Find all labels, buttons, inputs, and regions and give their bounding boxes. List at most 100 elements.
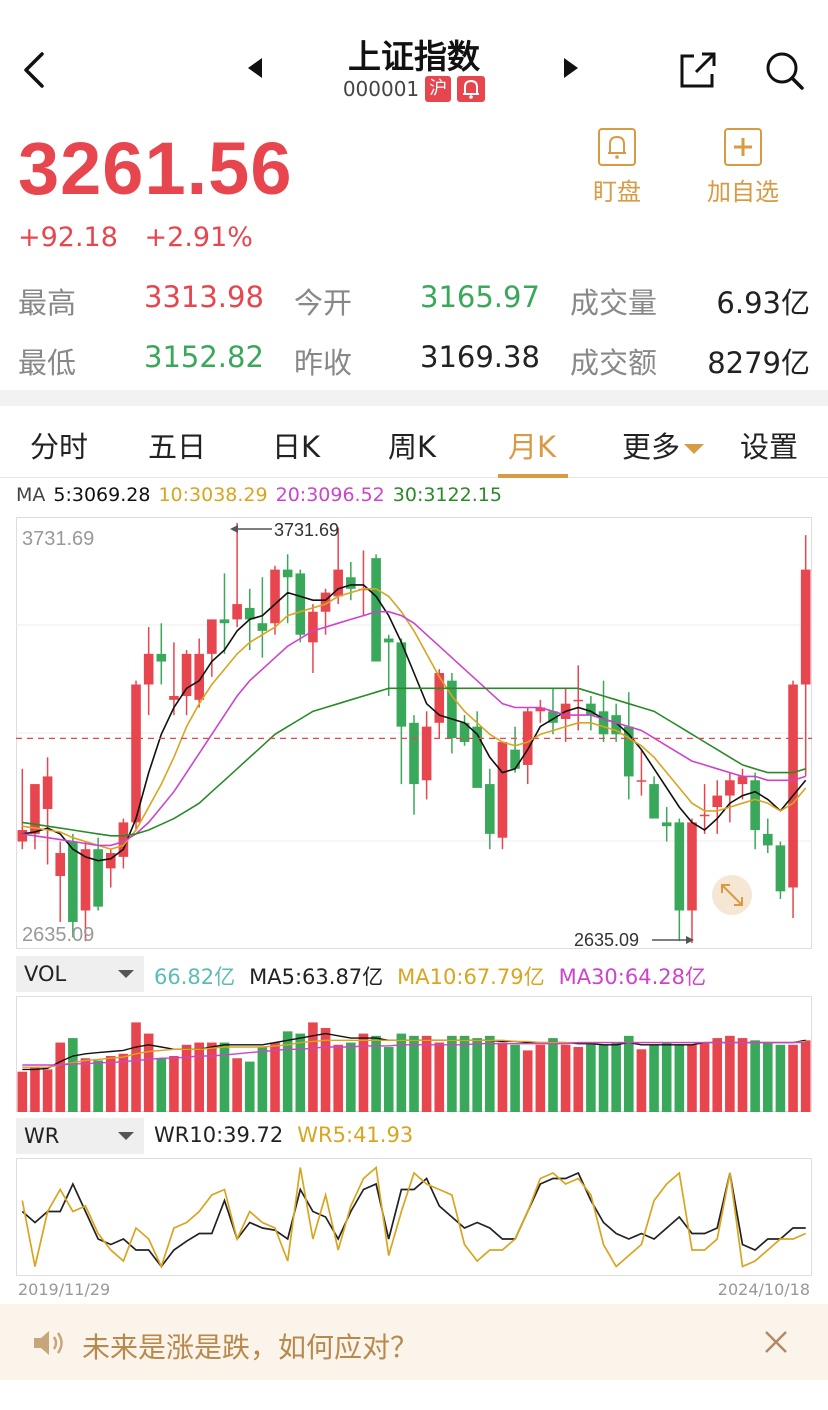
- vol-bar: [232, 1058, 242, 1112]
- vol-bar: [510, 1044, 520, 1112]
- vol-bar: [548, 1038, 558, 1112]
- vol-bar: [396, 1033, 407, 1112]
- ma-title: MA: [16, 484, 46, 506]
- wr-frame: [16, 1158, 812, 1276]
- vol-indicator-bar: VOL 66.82亿 MA5:63.87亿 MA10:67.79亿 MA30:64.2…: [16, 956, 812, 992]
- wr-indicator-select[interactable]: WR: [16, 1118, 144, 1154]
- candle: [270, 565, 280, 635]
- vol-bar: [295, 1033, 306, 1112]
- watch-label: 盯盘: [593, 178, 641, 206]
- candle: [623, 692, 634, 800]
- tab-settings[interactable]: 设置: [740, 430, 799, 464]
- vol-indicator-select[interactable]: VOL: [16, 956, 144, 992]
- search-button[interactable]: [762, 48, 806, 92]
- vol-select-label: VOL: [24, 962, 67, 986]
- bell-icon: [598, 128, 636, 166]
- vol-bar: [207, 1042, 217, 1112]
- candle: [447, 673, 457, 754]
- close-icon[interactable]: [762, 1328, 790, 1356]
- candle: [42, 757, 53, 865]
- ma20-value: 20:3096.52: [275, 484, 385, 506]
- vol-bar: [649, 1044, 659, 1112]
- candle: [699, 784, 710, 834]
- share-button[interactable]: [676, 48, 720, 92]
- chevron-down-icon: [118, 970, 134, 978]
- vol-legend: 66.82亿 MA5:63.87亿 MA10:67.79亿 MA30:64.28亿: [154, 961, 720, 991]
- stats-row-2: 最低 3152.82 昨收 3169.38 成交额 8279亿: [18, 340, 810, 388]
- x-start-date: 2019/11/29: [18, 1280, 111, 1299]
- candle: [522, 707, 533, 785]
- vol-bar: [257, 1047, 268, 1112]
- alert-bell-icon[interactable]: [457, 76, 486, 102]
- watch-button[interactable]: 盯盘: [562, 128, 672, 207]
- ma-lines-group: [22, 584, 807, 862]
- ma5-line: [22, 584, 807, 862]
- candle: [409, 715, 419, 815]
- candle: [118, 818, 129, 869]
- candle: [459, 715, 470, 746]
- volume-label: 成交量: [570, 286, 658, 320]
- low-marker-label: 2635.09: [574, 930, 639, 949]
- stock-code: 000001: [342, 77, 420, 101]
- tab-monthly-k[interactable]: 月K: [508, 430, 557, 464]
- volume-chart[interactable]: [16, 996, 812, 1112]
- candle: [295, 569, 306, 643]
- vol-bar: [68, 1038, 78, 1112]
- vol-bar: [244, 1061, 255, 1112]
- vol-bar: [42, 1069, 53, 1112]
- candle: [636, 749, 647, 796]
- prev-arrow-icon[interactable]: [248, 58, 262, 78]
- wr5-line: [21, 1165, 807, 1269]
- x-end-date: 2024/10/18: [717, 1280, 810, 1299]
- high-marker: 3731.69: [230, 520, 339, 540]
- wr5-value: WR5:41.93: [297, 1123, 414, 1147]
- vol-bar: [17, 1071, 28, 1112]
- candle: [497, 741, 508, 850]
- candle: [194, 638, 205, 708]
- candle: [712, 780, 723, 834]
- tab-five-day[interactable]: 五日: [148, 430, 207, 464]
- volume-value: 6.93亿: [716, 286, 810, 320]
- change-percent: +2.91%: [144, 222, 253, 253]
- vol-bar: [169, 1056, 179, 1112]
- vol-bar: [712, 1038, 723, 1112]
- ma10-line: [22, 588, 807, 851]
- chevron-down-icon: [118, 1132, 134, 1140]
- vol-ma5: MA5:63.87亿: [249, 965, 384, 989]
- back-icon: [24, 52, 44, 88]
- tab-more[interactable]: 更多: [622, 424, 705, 466]
- banner-text[interactable]: 未来是涨是跌，如何应对？: [82, 1331, 419, 1364]
- vol-bar: [282, 1031, 293, 1112]
- candle: [143, 627, 154, 716]
- tab-intraday[interactable]: 分时: [30, 430, 89, 464]
- vol-bar: [270, 1042, 280, 1112]
- vol-bar: [93, 1060, 103, 1112]
- vol-bar: [674, 1044, 685, 1112]
- system-bar: [0, 1380, 828, 1410]
- vol-bar: [699, 1042, 710, 1112]
- candle: [333, 527, 343, 605]
- candle: [358, 550, 369, 616]
- tab-daily-k[interactable]: 日K: [272, 430, 321, 464]
- vol-bar: [459, 1035, 470, 1112]
- next-arrow-icon[interactable]: [564, 58, 578, 78]
- vol-bar: [194, 1042, 205, 1112]
- expand-icon[interactable]: [712, 875, 752, 915]
- candle: [775, 841, 786, 899]
- ma30-value: 30:3122.15: [392, 484, 502, 506]
- candle: [586, 695, 596, 731]
- back-button[interactable]: [16, 46, 56, 94]
- vol-bars-group: [17, 1022, 811, 1112]
- tab-weekly-k[interactable]: 周K: [388, 430, 437, 464]
- low-marker: 2635.09: [574, 930, 694, 949]
- speaker-icon[interactable]: [32, 1328, 68, 1358]
- candle: [573, 665, 584, 731]
- period-tabs: 分时 五日 日K 周K 月K 更多 设置: [0, 406, 828, 478]
- prev-close-label: 昨收: [294, 346, 353, 380]
- candlestick-chart[interactable]: 3731.69 2635.09 3731.69 2635.09: [16, 517, 812, 949]
- wr-chart[interactable]: [16, 1158, 812, 1276]
- add-watchlist-button[interactable]: 加自选: [688, 128, 798, 207]
- ma5-value: 5:3069.28: [53, 484, 151, 506]
- vol-bar: [472, 1038, 482, 1112]
- candle: [535, 699, 546, 723]
